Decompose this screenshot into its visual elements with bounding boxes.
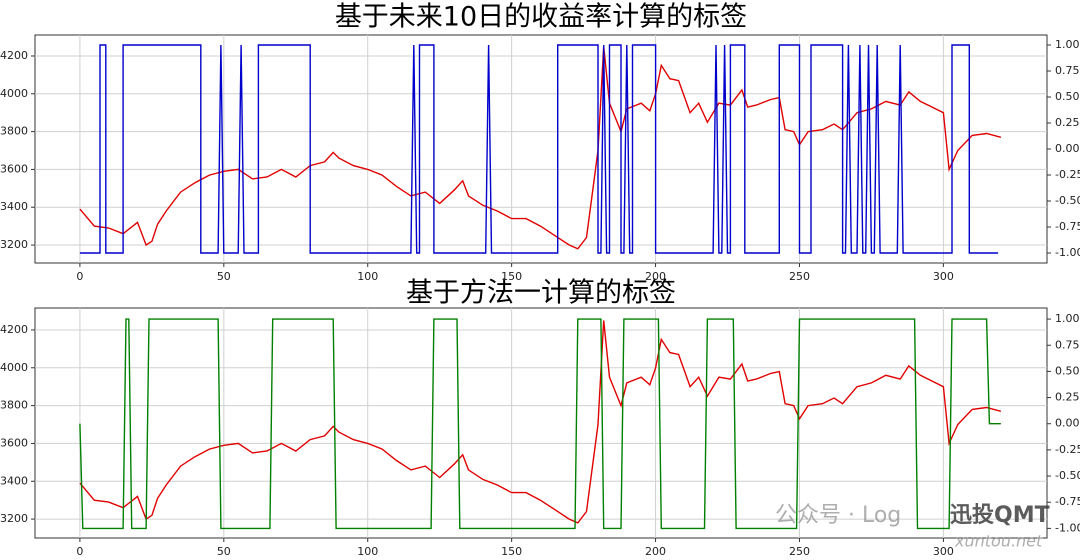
y2-tick-label: 0.75 (1055, 338, 1080, 351)
y2-tick-label: 0.25 (1055, 391, 1080, 404)
x-tick-label: 250 (789, 270, 810, 283)
y-tick-label: 4200 (0, 49, 28, 62)
y2-tick-label: -0.25 (1055, 168, 1080, 181)
y2-tick-label: 0.00 (1055, 417, 1080, 430)
y2-tick-label: -0.75 (1055, 220, 1080, 233)
y2-tick-label: -0.25 (1055, 443, 1080, 456)
series-line (79, 44, 999, 254)
y2-tick-label: 1.00 (1055, 312, 1080, 325)
y-tick-label: 3600 (0, 162, 28, 175)
y2-tick-label: -0.75 (1055, 495, 1080, 508)
y2-tick-label: 0.00 (1055, 142, 1080, 155)
watermark: 公众号 · Log (775, 503, 901, 528)
y-tick-label: 4200 (0, 323, 28, 336)
y-tick-label: 3800 (0, 399, 28, 412)
x-tick-label: 100 (357, 545, 378, 558)
y-tick-label: 3600 (0, 436, 28, 449)
x-tick-label: 0 (76, 545, 83, 558)
series-line (79, 320, 1002, 524)
y-tick-label: 3200 (0, 238, 28, 251)
series-line (79, 46, 1002, 250)
x-tick-label: 250 (789, 545, 810, 558)
series-line (79, 318, 1001, 530)
x-tick-label: 50 (217, 545, 231, 558)
watermark: 迅投QMT (950, 503, 1050, 528)
x-tick-label: 300 (933, 545, 954, 558)
y-tick-label: 3800 (0, 125, 28, 138)
x-tick-label: 200 (645, 270, 666, 283)
x-tick-label: 0 (76, 270, 83, 283)
x-tick-label: 200 (645, 545, 666, 558)
y-tick-label: 4000 (0, 87, 28, 100)
watermark: xuntou.net (954, 532, 1043, 551)
y-tick-label: 3400 (0, 474, 28, 487)
plot-frame (34, 34, 1048, 264)
y2-tick-label: -1.00 (1055, 521, 1080, 534)
y2-tick-label: -1.00 (1055, 246, 1080, 259)
plot-frame (34, 307, 1048, 539)
y-tick-label: 4000 (0, 361, 28, 374)
y-tick-label: 3200 (0, 512, 28, 525)
y2-tick-label: -0.50 (1055, 194, 1080, 207)
x-tick-label: 100 (357, 270, 378, 283)
x-tick-label: 150 (501, 270, 522, 283)
y2-tick-label: 0.75 (1055, 64, 1080, 77)
y2-tick-label: 1.00 (1055, 38, 1080, 51)
y2-tick-label: 0.50 (1055, 90, 1080, 103)
chart-title: 基于未来10日的收益率计算的标签 (335, 2, 747, 33)
x-tick-label: 150 (501, 545, 522, 558)
y2-tick-label: 0.50 (1055, 364, 1080, 377)
y-tick-label: 3400 (0, 200, 28, 213)
chart-title: 基于方法一计算的标签 (406, 278, 676, 309)
y2-tick-label: 0.25 (1055, 116, 1080, 129)
x-tick-label: 300 (933, 270, 954, 283)
y2-tick-label: -0.50 (1055, 469, 1080, 482)
x-tick-label: 50 (217, 270, 231, 283)
